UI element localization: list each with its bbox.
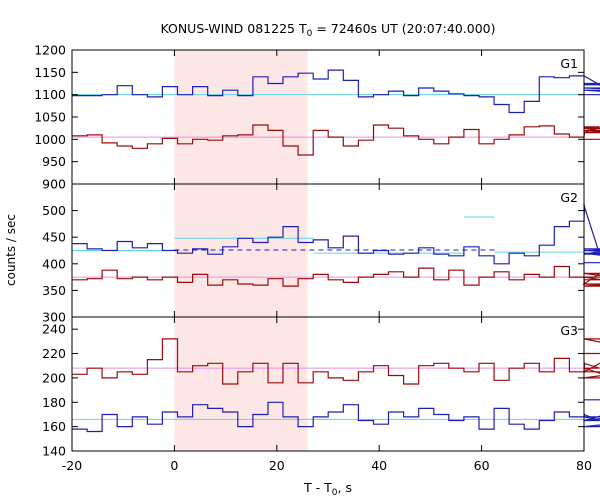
y-tick-label: 1000	[34, 132, 66, 147]
y-tick-label: 200	[42, 370, 66, 385]
x-tick-label: -20	[62, 458, 82, 473]
x-tick-label: 40	[371, 458, 387, 473]
series-blue-g2	[72, 204, 600, 265]
title-prefix: KONUS-WIND 081225 T	[160, 21, 306, 36]
highlight-interval	[174, 317, 308, 451]
panel-g1: 900 950 1000 1050 1100 1150 1200 G1	[34, 43, 600, 192]
y-tick-label: 350	[42, 283, 66, 298]
y-tick-label: 160	[42, 419, 66, 434]
panel-label: G1	[560, 56, 578, 71]
chart-title: KONUS-WIND 081225 T0 = 72460s UT (20:07:…	[160, 21, 495, 39]
y-tick-label: 240	[42, 322, 66, 337]
series-red-g1	[72, 124, 600, 156]
y-axis-label: counts / sec	[4, 214, 18, 286]
panel-frame	[71, 316, 585, 452]
title-suffix: = 72460s UT (20:07:40.000)	[312, 21, 495, 36]
y-tick-label: 220	[42, 346, 66, 361]
y-tick-label: 450	[42, 230, 66, 245]
y-tick-label: 300	[42, 310, 66, 325]
xlabel-prefix: T - T	[303, 480, 332, 495]
y-tick-label: 1100	[34, 87, 66, 102]
x-tick-label: 0	[170, 458, 178, 473]
y-tick-label: 1150	[34, 65, 66, 80]
title-subscript: 0	[307, 29, 313, 39]
y-tick-label: 950	[42, 154, 66, 169]
y-tick-label: 180	[42, 395, 66, 410]
x-tick-label: 60	[474, 458, 490, 473]
x-tick-label: 80	[576, 458, 592, 473]
plot-area: 90095010001050110011501200G1300350400450…	[34, 43, 600, 473]
series-blue-g1	[72, 69, 600, 114]
y-tick-label: 1050	[34, 110, 66, 125]
xlabel-suffix: , s	[338, 480, 352, 495]
highlight-interval	[174, 50, 308, 184]
panel-label: G2	[560, 190, 578, 205]
y-tick-label: 900	[42, 177, 66, 192]
series-red-g3	[72, 338, 600, 385]
series-red-g2	[72, 265, 600, 287]
y-tick-label: 140	[42, 444, 66, 459]
x-axis-label: T - T0, s	[303, 480, 352, 498]
panel-g2: 300 350 400 450 500 G2	[42, 183, 600, 325]
highlight-interval	[174, 184, 308, 317]
y-tick-label: 400	[42, 256, 66, 271]
series-blue-g3	[72, 399, 600, 433]
y-tick-label: 1200	[34, 43, 66, 58]
x-tick-label: 20	[269, 458, 285, 473]
panel-label: G3	[560, 323, 578, 338]
xlabel-subscript: 0	[332, 488, 338, 498]
panel-g3: 140 160 180 200 220 240 G3	[42, 316, 600, 459]
y-tick-label: 500	[42, 203, 66, 218]
